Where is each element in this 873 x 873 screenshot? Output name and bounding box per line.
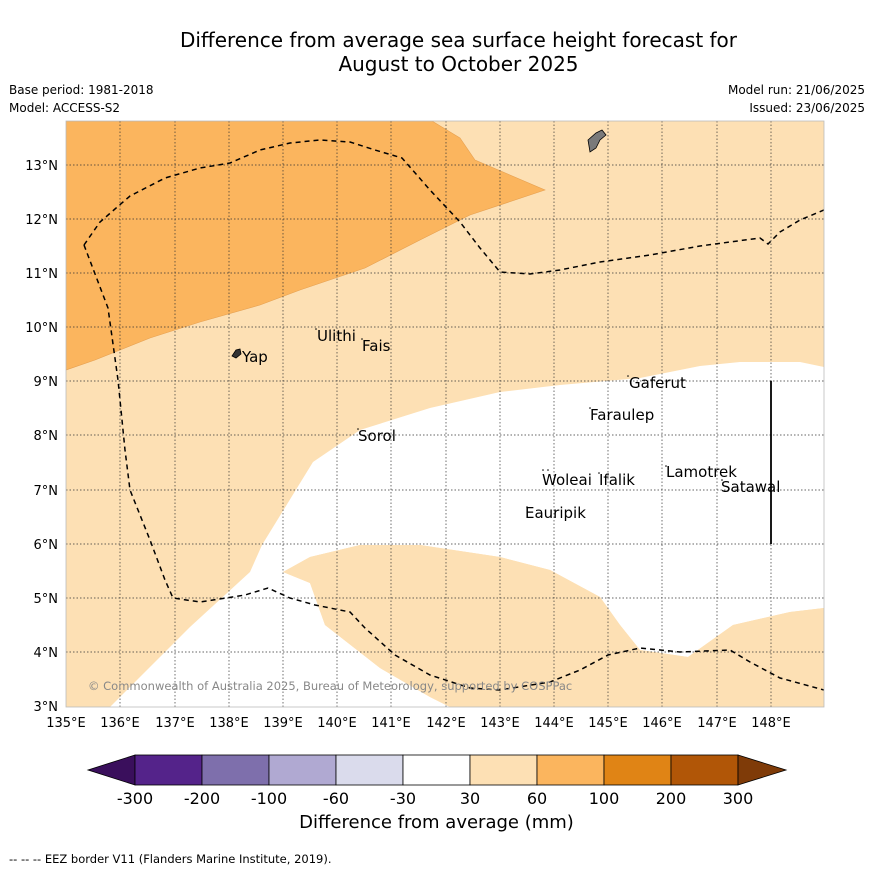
lon-label-138e: 138°E [209,716,249,731]
lon-label-137e: 137°E [155,716,195,731]
band-30-60-patch-south [283,545,824,707]
island-label-yap: Yap [241,348,268,366]
lat-label-9n: 9°N [34,375,59,390]
land-guam [587,129,607,153]
colorbar-seg-9 [670,754,739,786]
lon-label-135e: 135°E [46,716,86,731]
model-text: Model: ACCESS-S2 [9,101,121,115]
lat-label-7n: 7°N [34,484,59,499]
island-label-gaferut: Gaferut [629,374,686,392]
colorbar-tick-7: 60 [527,789,547,808]
meta-left: Base period: 1981-2018 Model: ACCESS-S2 [9,81,154,117]
colorbar-seg-3 [268,754,337,786]
lon-label-141e: 141°E [371,716,411,731]
chart-title: Difference from average sea surface heig… [0,28,873,76]
colorbar-tick-8: 100 [589,789,620,808]
colorbar-extend-high [737,754,788,786]
colorbar-extend-low [86,754,136,786]
lat-label-6n: 6°N [34,538,59,553]
eez-border-north [83,139,824,275]
band-neutral-region [110,362,824,707]
map-area: Ulithi Fais Yap Gaferut Faraulep Sorol L… [66,121,824,707]
gridlines [66,121,824,707]
colorbar-seg-5 [402,754,471,786]
colorbar [86,754,788,786]
lat-label-3n: 3°N [34,700,59,715]
lon-label-147e: 147°E [697,716,737,731]
issued-text: Issued: 23/06/2025 [749,101,865,115]
band-30-60-patch-southeast [640,608,824,707]
lat-label-5n: 5°N [34,592,59,607]
lon-label-144e: 144°E [534,716,574,731]
footnote-eez: -- -- -- EEZ border V11 (Flanders Marine… [9,852,332,866]
island-label-eauripik: Eauripik [525,504,586,522]
colorbar-tick-10: 300 [723,789,754,808]
island-label-faraulep: Faraulep [590,406,654,424]
model-run-text: Model run: 21/06/2025 [727,83,865,97]
band-60-100-region [66,121,546,371]
lon-label-143e: 143°E [480,716,520,731]
title-line-1: Difference from average sea surface heig… [179,28,738,52]
lat-label-12n: 12°N [25,213,58,228]
map-frame [65,120,825,708]
colorbar-tick-2: -200 [184,789,220,808]
colorbar-seg-4 [335,754,404,786]
lon-label-146e: 146°E [642,716,682,731]
lat-label-8n: 8°N [34,429,59,444]
lon-label-142e: 142°E [426,716,466,731]
lon-label-148e: 148°E [751,716,791,731]
lat-label-11n: 11°N [25,267,58,282]
eez-border-south [83,244,824,691]
colorbar-tick-4: -60 [323,789,349,808]
island-label-ifalik: Ifalik [599,471,635,489]
island-label-satawal: Satawal [721,478,780,496]
colorbar-seg-1 [134,754,203,786]
island-label-woleai: Woleai [542,471,592,489]
lon-label-139e: 139°E [263,716,303,731]
title-line-2: August to October 2025 [338,52,579,76]
colorbar-seg-8 [603,754,672,786]
lat-label-4n: 4°N [34,646,59,661]
colorbar-tick-5: -30 [390,789,416,808]
island-label-ulithi: Ulithi [317,327,356,345]
copyright-text: © Commonwealth of Australia 2025, Bureau… [88,679,572,693]
meta-right: Model run: 21/06/2025 Issued: 23/06/2025 [728,81,865,117]
colorbar-tick-6: 30 [460,789,480,808]
island-label-fais: Fais [362,337,391,355]
lon-label-136e: 136°E [100,716,140,731]
lat-label-10n: 10°N [25,321,58,336]
island-dots [315,328,723,508]
lon-label-140e: 140°E [317,716,357,731]
colorbar-tick-3: -100 [251,789,287,808]
lat-label-13n: 13°N [25,159,58,174]
land-yap [231,348,242,359]
colorbar-label: Difference from average (mm) [299,812,574,833]
colorbar-seg-2 [201,754,270,786]
colorbar-seg-7 [536,754,605,786]
island-label-sorol: Sorol [358,427,396,445]
colorbar-tick-1: -300 [117,789,153,808]
lon-label-145e: 145°E [588,716,628,731]
base-period-text: Base period: 1981-2018 [9,83,154,97]
colorbar-tick-9: 200 [656,789,687,808]
colorbar-seg-6 [469,754,538,786]
island-label-lamotrek: Lamotrek [666,463,737,481]
